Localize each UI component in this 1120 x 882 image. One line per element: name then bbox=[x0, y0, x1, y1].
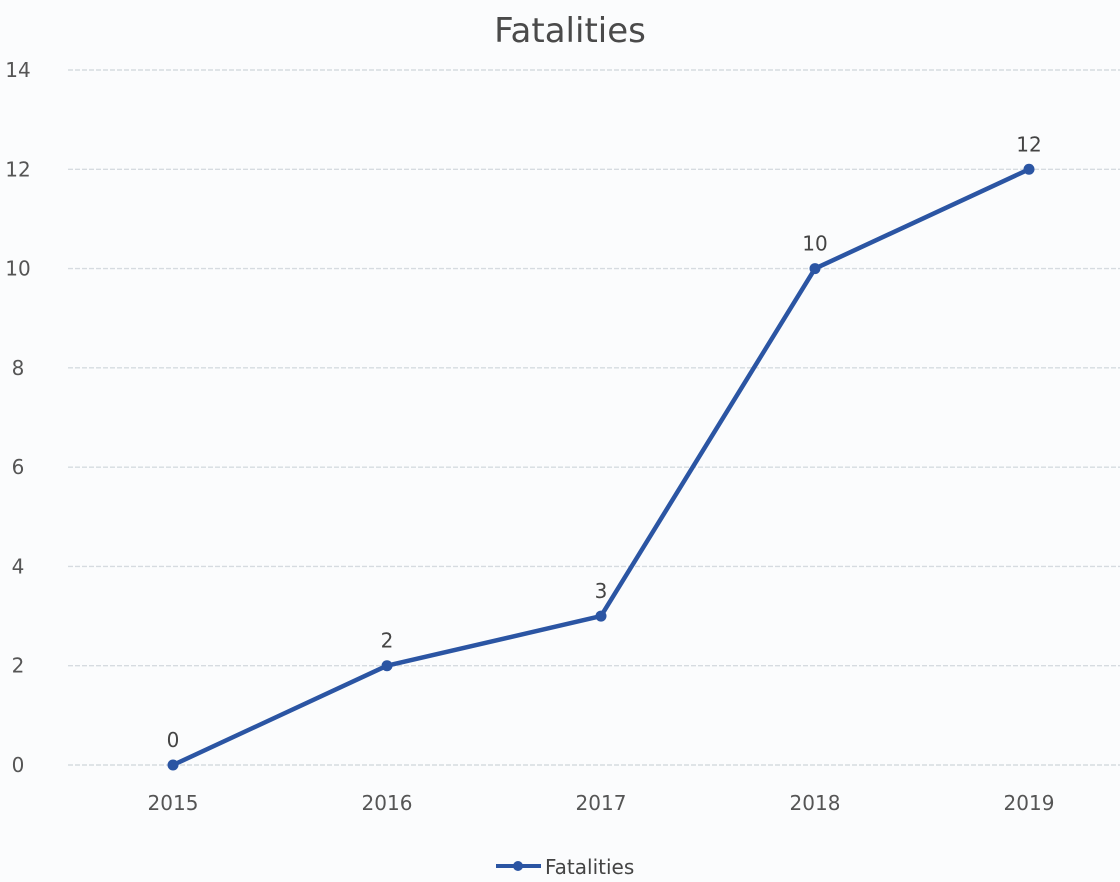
x-tick-label: 2017 bbox=[576, 791, 627, 815]
y-tick-label: 6 bbox=[12, 455, 25, 479]
legend: Fatalities bbox=[496, 855, 634, 879]
y-tick-label: 12 bbox=[5, 157, 30, 181]
data-point bbox=[595, 610, 607, 622]
x-tick-label: 2015 bbox=[148, 791, 199, 815]
x-tick-label: 2019 bbox=[1004, 791, 1055, 815]
y-tick-label: 8 bbox=[12, 356, 25, 380]
series-fatalities bbox=[167, 163, 1035, 771]
y-tick-label: 2 bbox=[12, 654, 25, 678]
data-label: 10 bbox=[802, 232, 827, 256]
legend-marker bbox=[513, 861, 523, 871]
x-axis: 2015 2016 2017 2018 2019 bbox=[148, 791, 1055, 815]
data-label: 3 bbox=[595, 579, 608, 603]
y-tick-label: 4 bbox=[12, 554, 25, 578]
legend-label-fatalities: Fatalities bbox=[545, 855, 634, 879]
data-point bbox=[809, 263, 821, 275]
data-labels: 0 2 3 10 12 bbox=[167, 132, 1042, 752]
data-label: 0 bbox=[167, 728, 180, 752]
x-tick-label: 2018 bbox=[790, 791, 841, 815]
y-tick-label: 0 bbox=[12, 753, 25, 777]
y-tick-label: 10 bbox=[5, 257, 30, 281]
data-point bbox=[381, 660, 393, 672]
data-label: 12 bbox=[1016, 132, 1041, 156]
x-tick-label: 2016 bbox=[362, 791, 413, 815]
y-axis: 0 2 4 6 8 10 12 14 bbox=[5, 58, 30, 777]
chart-title: Fatalities bbox=[494, 11, 646, 51]
data-point bbox=[1023, 163, 1035, 175]
y-tick-label: 14 bbox=[5, 58, 30, 82]
gridlines bbox=[68, 69, 1120, 766]
data-point bbox=[167, 759, 179, 771]
data-label: 2 bbox=[381, 629, 394, 653]
